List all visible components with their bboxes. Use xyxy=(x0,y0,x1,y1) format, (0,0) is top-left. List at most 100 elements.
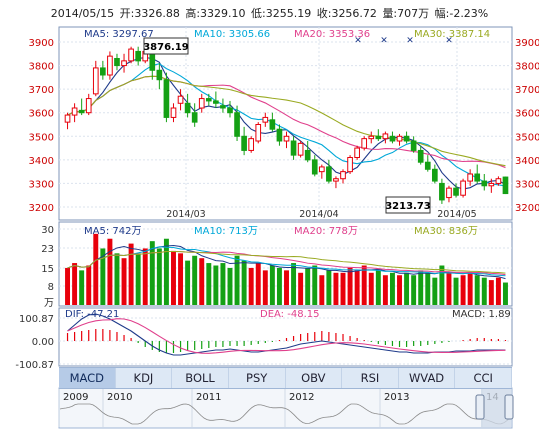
candle-body xyxy=(227,107,233,114)
volume-bar xyxy=(446,272,452,305)
candle-body xyxy=(481,180,488,187)
timeline-left-handle[interactable] xyxy=(475,394,485,420)
ma-legend-label: MA20: 3353.36 xyxy=(294,29,370,40)
volume-bar xyxy=(163,238,169,305)
candle-body xyxy=(170,107,177,118)
marker-icon: ✕ xyxy=(380,36,388,46)
tab-obv[interactable]: OBV xyxy=(286,368,343,388)
candle-body xyxy=(92,67,99,95)
candle-body xyxy=(107,55,113,76)
volume-bar xyxy=(86,265,92,305)
candle-body xyxy=(255,124,262,142)
ma-legend-label: MA5: 3297.67 xyxy=(84,29,154,40)
date-axis-label: 2014/04 xyxy=(299,209,338,220)
volume-axis-label: 8 xyxy=(48,282,54,293)
dea-label: DEA: -48.15 xyxy=(260,309,319,320)
tab-boll[interactable]: BOLL xyxy=(172,368,229,388)
tab-macd[interactable]: MACD xyxy=(59,368,116,388)
volume-bar xyxy=(340,272,346,305)
volume-bar xyxy=(389,272,395,305)
dea-line xyxy=(67,318,506,354)
volume-bar xyxy=(361,265,367,305)
volume-bar xyxy=(354,270,360,305)
candle-body xyxy=(248,138,255,151)
candle-body xyxy=(114,58,120,67)
volume-bar xyxy=(439,265,445,305)
candle-body xyxy=(213,100,219,104)
candle-body xyxy=(474,173,481,182)
volume-bar xyxy=(72,263,78,305)
marker-icon: ✕ xyxy=(445,36,453,46)
candle-body xyxy=(453,187,459,196)
candle-body xyxy=(71,107,78,116)
quote-change: 幅:-2.23% xyxy=(434,7,489,20)
timeline-right-handle[interactable] xyxy=(504,394,514,420)
tab-kdj[interactable]: KDJ xyxy=(116,368,173,388)
candle-body xyxy=(191,112,198,123)
date-axis-label: 2014/03 xyxy=(166,209,205,220)
volume-bar xyxy=(319,275,325,305)
timeline-year-label: 2009 xyxy=(63,392,88,403)
candle-body xyxy=(177,95,184,104)
volume-bar xyxy=(375,270,381,305)
candle-body xyxy=(340,171,346,180)
volume-bar xyxy=(474,275,480,305)
volume-axis-label: 万 xyxy=(44,298,54,309)
indicator-tabs: MACD KDJ BOLL PSY OBV RSI WVAD CCI xyxy=(59,367,512,389)
volume-bar xyxy=(128,243,134,305)
volume-bar xyxy=(171,250,176,305)
volume-axis-label: 15 xyxy=(41,264,54,275)
volume-bar xyxy=(425,272,431,305)
volume-bar xyxy=(255,263,261,305)
candle-body xyxy=(410,140,417,151)
candle-body xyxy=(100,67,106,76)
candle-body xyxy=(417,149,424,163)
candle-body xyxy=(184,102,191,114)
candle-body xyxy=(78,109,85,114)
tab-rsi[interactable]: RSI xyxy=(342,368,399,388)
volume-bar xyxy=(178,253,184,305)
candle-body xyxy=(446,187,452,199)
quote-close: 收:3256.72 xyxy=(316,7,377,20)
candle-body xyxy=(262,116,269,123)
tab-psy[interactable]: PSY xyxy=(229,368,286,388)
price-axis-left-label: 3300 xyxy=(29,179,54,190)
volume-ma-legend-label: MA5: 742万 xyxy=(84,226,141,237)
quote-open: 开:3326.88 xyxy=(119,7,180,20)
price-axis-right-label: 3900 xyxy=(515,38,539,49)
volume-bar xyxy=(100,248,106,305)
tab-cci[interactable]: CCI xyxy=(455,368,512,388)
quote-header: 2014/05/15 开:3326.88 高:3329.10 低:3255.19… xyxy=(0,5,539,21)
volume-bar xyxy=(368,272,374,305)
volume-bar xyxy=(269,265,275,305)
quote-high: 高:3329.10 xyxy=(185,7,246,20)
volume-bar xyxy=(142,248,148,305)
dif-label: DIF: -47.21 xyxy=(65,309,119,320)
quote-low: 低:3255.19 xyxy=(251,7,312,20)
volume-bar xyxy=(411,275,417,305)
volume-bar xyxy=(291,263,297,305)
low-callout-box xyxy=(385,196,431,214)
ma-legend-label: MA10: 3305.66 xyxy=(194,29,270,40)
candle-body xyxy=(389,135,396,142)
volume-bar xyxy=(93,233,99,305)
candle-body xyxy=(396,135,403,142)
tab-wvad[interactable]: WVAD xyxy=(399,368,456,388)
candle-body xyxy=(269,119,276,130)
volume-bar xyxy=(114,253,120,305)
volume-bar xyxy=(333,272,339,305)
timeline-year-label: 2011 xyxy=(196,392,221,403)
timeline-year-label: 2013 xyxy=(384,392,409,403)
volume-bar xyxy=(65,267,71,305)
quote-volume: 量:707万 xyxy=(382,7,430,20)
volume-bar xyxy=(347,267,353,305)
volume-bar xyxy=(481,277,487,305)
candle-body xyxy=(326,166,332,182)
volume-bar xyxy=(199,258,205,305)
candle-body xyxy=(432,168,438,182)
timeline-navigator[interactable]: 2009201020112012201314 xyxy=(58,387,514,429)
volume-bar xyxy=(326,270,332,305)
macd-axis-label: 0.00 xyxy=(32,337,54,348)
